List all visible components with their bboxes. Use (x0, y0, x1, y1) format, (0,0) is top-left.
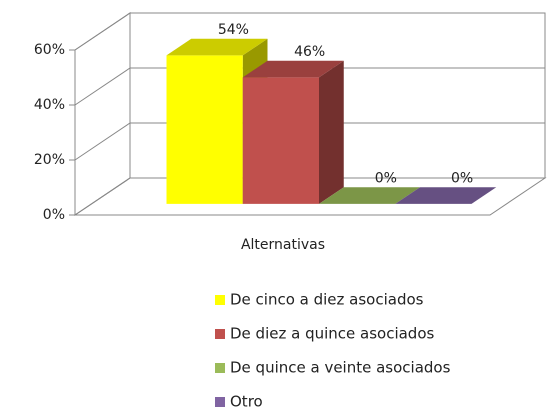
side-wall (74, 12, 131, 216)
legend-swatch (215, 397, 225, 407)
legend-label: De diez a quince asociados (230, 325, 435, 343)
data-label: 46% (294, 44, 325, 60)
bar-top (166, 38, 268, 56)
data-label: 0% (375, 170, 397, 186)
data-label: 0% (451, 170, 473, 186)
y-tick-label: 60% (34, 42, 65, 58)
x-axis-label: Alternativas (241, 237, 325, 253)
bar-top (242, 60, 344, 78)
legend-swatch (215, 295, 225, 305)
legend-label: De quince a veinte asociados (230, 359, 451, 377)
grid-line (74, 12, 545, 51)
bar-top (395, 187, 497, 204)
y-tick-label: 40% (34, 97, 65, 113)
legend-swatch (215, 329, 225, 339)
bar-top (319, 187, 420, 204)
bar-front (166, 55, 243, 204)
bar-side (319, 60, 344, 204)
legend-label: Otro (230, 393, 263, 408)
legend-label: De cinco a diez asociados (230, 291, 424, 309)
y-tick-label: 20% (34, 152, 65, 168)
y-tick-label: 0% (43, 207, 65, 223)
data-label: 54% (218, 22, 249, 38)
grid-line (74, 67, 545, 106)
grid-line (74, 122, 545, 161)
legend-swatch (215, 363, 225, 373)
grid-line (74, 177, 545, 216)
bar-front (242, 77, 319, 204)
